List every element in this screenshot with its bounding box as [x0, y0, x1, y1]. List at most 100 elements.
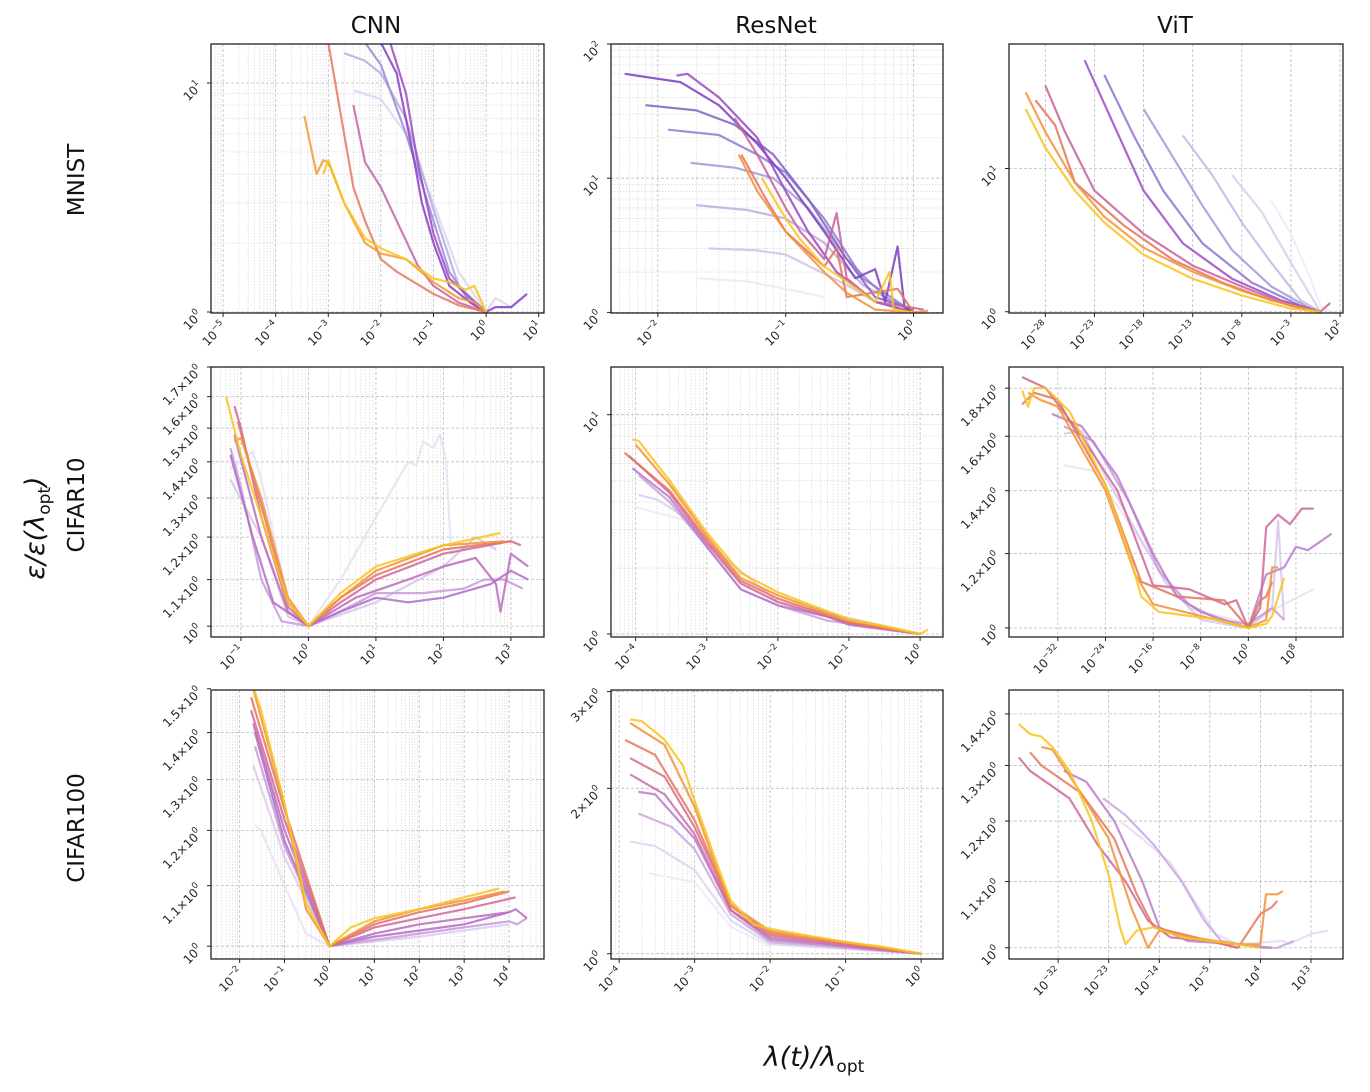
y-tick-label: 1.4×100 [159, 727, 206, 774]
y-tick-label-exp: 0 [190, 941, 201, 952]
series-line-3 [1182, 134, 1321, 313]
x-tick-label: 1013 [1287, 964, 1317, 994]
y-tick-label: 100 [579, 949, 605, 975]
grid [1009, 44, 1343, 313]
y-tick-label-base: 1.2×10 [160, 830, 201, 871]
series-group [1021, 376, 1333, 629]
series-line-6 [623, 451, 921, 636]
grid [611, 690, 943, 959]
y-tick-label: 1.4×100 [957, 486, 1004, 533]
subplot-cnn-cifar10: 10−1 100 101 102 1031001.1×1001.2×1001.3×100… [159, 362, 545, 673]
x-tick-label: 10−28 [1017, 318, 1052, 353]
series-line-4 [229, 454, 529, 628]
y-tick-label: 1.2×100 [957, 548, 1004, 595]
x-tick-label: 101 [356, 642, 382, 668]
series-line-8 [303, 115, 487, 313]
x-tick-label: 10−18 [1115, 318, 1150, 353]
y-tick-label: 100 [579, 629, 605, 655]
series-line-1 [229, 433, 476, 628]
y-tick-label-exp: 0 [590, 783, 601, 794]
x-tick-label: 10−3 [1266, 318, 1297, 349]
x-tick-label: 102 [399, 964, 425, 990]
y-tick-label-exp: 0 [988, 431, 999, 442]
x-tick-label: 10−23 [1080, 964, 1115, 999]
series-group [1024, 59, 1331, 313]
y-tick-label: 1.2×100 [159, 825, 206, 872]
y-tick-label-exp: 0 [988, 623, 999, 634]
y-tick-label-exp: 0 [190, 362, 201, 373]
subplots: 10−510−410−310−210−1 100 10110010110−210−1… [159, 39, 1346, 999]
x-tick-label-exp: 3 [455, 964, 466, 975]
y-tick-label-base: 1.4×10 [958, 491, 999, 532]
x-tick-label: 101 [355, 964, 381, 990]
x-tick-label: 100 [466, 318, 492, 344]
series-line-2 [630, 840, 922, 955]
column-title-cnn: CNN [351, 13, 401, 39]
y-tick-label: 1.6×100 [957, 431, 1004, 478]
axes-frame [1008, 366, 1344, 638]
y-tick-label: 100 [977, 307, 1003, 333]
series-line-2 [1102, 797, 1295, 949]
x-tick-label: 10−4 [611, 642, 642, 673]
x-tick-label: 10−2 [356, 318, 387, 349]
x-tick-label-exp: −32 [1040, 642, 1060, 662]
row-label-mnist: MNIST [64, 143, 90, 216]
y-tick-label-base: 1.2×10 [958, 821, 999, 862]
x-tick-label: 10−8 [1217, 318, 1248, 349]
grid [1009, 367, 1343, 637]
y-tick-label-exp: 0 [190, 684, 201, 695]
x-tick-label-exp: −18 [1126, 318, 1146, 338]
y-tick-label-exp: 0 [190, 774, 201, 785]
series-line-1 [353, 89, 512, 313]
series-line-12 [760, 177, 914, 313]
axes-frame [610, 366, 944, 638]
y-tick-label-base: 1.6×10 [958, 436, 999, 477]
y-tick-label: 1.7×100 [159, 362, 206, 409]
y-tick-label-exp: 2 [590, 39, 601, 50]
x-tick-label: 10−3 [670, 964, 701, 995]
x-tick-label-exp: 0 [299, 642, 310, 653]
series-line-8 [1021, 387, 1286, 629]
y-tick-label: 1.1×100 [159, 574, 206, 621]
x-tick-label: 100 [310, 964, 336, 990]
y-tick-label: 101 [977, 163, 1003, 189]
x-tick-label-exp: 8 [1287, 642, 1298, 653]
x-tick-label: 102 [1320, 318, 1346, 344]
x-tick-label-exp: −23 [1077, 318, 1097, 338]
y-tick-label-exp: 0 [590, 949, 601, 960]
grid [211, 44, 544, 313]
x-tick-label-exp: 3 [502, 642, 513, 653]
x-tick-label: 102 [424, 642, 450, 668]
y-tick-label-exp: 0 [190, 825, 201, 836]
series-line-6 [1083, 59, 1321, 313]
y-tick-label-exp: 0 [988, 943, 999, 954]
y-tick-label-exp: 0 [988, 383, 999, 394]
y-tick-label-exp: 0 [988, 548, 999, 559]
x-tick-label: 10−2 [753, 642, 784, 673]
y-tick-label: 101 [579, 410, 605, 436]
y-tick-label-exp: 0 [190, 880, 201, 891]
axes-frame [610, 689, 944, 960]
x-tick-label: 100 [901, 964, 927, 990]
series-line-1 [648, 872, 771, 948]
x-tick-label-exp: −13 [1175, 318, 1195, 338]
y-tick-label-base: 1.3×10 [160, 780, 201, 821]
y-tick-label-base: 1.5×10 [160, 689, 201, 730]
y-tick-label-exp: 0 [190, 727, 201, 738]
y-tick-label: 1.2×100 [957, 816, 1004, 863]
y-tick-label-exp: 0 [190, 423, 201, 434]
x-tick-label-exp: 0 [1239, 642, 1250, 653]
series-line-8 [632, 438, 929, 636]
series-line-5 [667, 128, 915, 313]
series-line-3 [696, 204, 915, 313]
y-tick-label-exp: 0 [190, 574, 201, 585]
y-tick-label-exp: 0 [988, 876, 999, 887]
x-tick-label-exp: 0 [477, 318, 488, 329]
y-tick-label: 100 [977, 943, 1003, 969]
x-axis-label: λ(t)/λopt [762, 1042, 865, 1077]
